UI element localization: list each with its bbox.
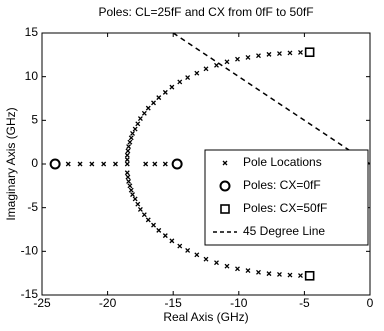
pole-marker bbox=[156, 95, 162, 101]
pole-marker bbox=[132, 196, 138, 202]
pole-marker bbox=[124, 161, 130, 167]
pole-marker bbox=[162, 161, 168, 167]
x-tick-label: -15 bbox=[165, 296, 183, 310]
pole-marker bbox=[151, 222, 156, 228]
legend-label: Poles: CX=0fF bbox=[243, 178, 321, 192]
pole-marker bbox=[89, 161, 95, 167]
pole-marker bbox=[124, 157, 130, 163]
x-axis-label: Real Axis (GHz) bbox=[163, 310, 248, 324]
pole-marker bbox=[224, 59, 230, 65]
legend-label: Pole Locations bbox=[243, 155, 322, 169]
pole-marker bbox=[235, 56, 240, 62]
pole-marker bbox=[277, 272, 282, 277]
x-tick-label: -10 bbox=[230, 296, 248, 310]
pole-marker bbox=[169, 238, 175, 244]
x-tick-label: 0 bbox=[367, 296, 374, 310]
pole-marker bbox=[135, 201, 141, 207]
pole-marker bbox=[214, 62, 219, 68]
chart-title: Poles: CL=25fF and CX from 0fF to 50fF bbox=[98, 5, 313, 19]
pole-marker bbox=[126, 179, 132, 184]
pole-marker bbox=[156, 227, 162, 233]
x-tick-label: -5 bbox=[299, 296, 310, 310]
legend-label: Poles: CX=50fF bbox=[243, 201, 327, 215]
pole-marker bbox=[214, 260, 219, 266]
pole-marker bbox=[130, 130, 135, 136]
pole-marker bbox=[126, 144, 132, 149]
pole-marker bbox=[137, 206, 143, 212]
pole-marker bbox=[127, 183, 133, 189]
pole-marker bbox=[152, 161, 158, 167]
pole-marker bbox=[177, 79, 183, 85]
pole-marker bbox=[132, 126, 138, 132]
x-tick-label: -20 bbox=[99, 296, 117, 310]
pole-marker bbox=[185, 248, 191, 253]
pole-marker bbox=[245, 54, 251, 60]
pole-marker bbox=[266, 51, 272, 57]
y-tick-label: 15 bbox=[25, 25, 39, 39]
pole-marker bbox=[287, 272, 293, 278]
pole-marker bbox=[143, 161, 149, 167]
pole-marker bbox=[304, 47, 315, 58]
pole-marker bbox=[125, 148, 131, 154]
legend-box bbox=[204, 149, 369, 246]
pole-marker bbox=[135, 121, 141, 127]
pole-marker bbox=[304, 270, 315, 281]
pole-marker bbox=[235, 266, 240, 272]
pole-marker bbox=[141, 110, 147, 116]
pole-marker bbox=[101, 161, 107, 167]
pole-marker bbox=[185, 75, 191, 80]
pole-marker bbox=[287, 50, 293, 56]
pole-marker bbox=[130, 192, 135, 198]
pole-marker bbox=[203, 66, 209, 72]
pole-marker bbox=[128, 187, 134, 193]
pole-marker bbox=[298, 50, 303, 55]
x-tick-label: -25 bbox=[33, 296, 51, 310]
y-axis-label: Imaginary Axis (GHz) bbox=[4, 107, 18, 220]
pole-marker bbox=[162, 233, 168, 239]
pole-marker bbox=[65, 161, 71, 167]
pole-marker bbox=[298, 273, 303, 278]
y-tick-label: -5 bbox=[27, 200, 38, 214]
pole-marker bbox=[124, 170, 130, 176]
pole-marker bbox=[145, 105, 151, 111]
pole-marker bbox=[194, 252, 200, 258]
pole-marker bbox=[177, 243, 183, 249]
pole-marker bbox=[128, 135, 134, 141]
pole-marker bbox=[49, 158, 61, 170]
pole-marker bbox=[124, 152, 130, 158]
pole-marker bbox=[141, 212, 147, 218]
legend-marker bbox=[220, 204, 230, 214]
legend-label: 45 Degree Line bbox=[243, 224, 325, 238]
pole-marker bbox=[151, 100, 156, 106]
y-tick-label: 0 bbox=[31, 156, 38, 170]
pole-marker bbox=[145, 217, 151, 223]
pole-marker bbox=[256, 269, 261, 275]
pole-marker bbox=[125, 174, 131, 180]
pole-marker bbox=[137, 116, 143, 122]
pole-marker bbox=[224, 263, 230, 269]
y-tick-label: 5 bbox=[31, 113, 38, 127]
pole-marker bbox=[113, 161, 118, 167]
y-tick-label: 10 bbox=[25, 69, 39, 83]
pole-marker bbox=[77, 161, 83, 167]
pole-marker bbox=[171, 158, 183, 170]
pole-marker bbox=[162, 89, 168, 95]
pole-marker bbox=[127, 139, 133, 145]
y-tick-label: -10 bbox=[21, 244, 39, 258]
pole-marker bbox=[203, 256, 209, 262]
legend-marker bbox=[219, 180, 231, 192]
pole-marker bbox=[256, 53, 261, 59]
y-tick-label: -15 bbox=[21, 287, 39, 301]
pole-marker bbox=[194, 70, 200, 76]
legend-marker bbox=[222, 160, 228, 166]
reference-line bbox=[172, 32, 371, 165]
pole-marker bbox=[266, 271, 272, 277]
pole-marker bbox=[245, 268, 251, 274]
pole-marker bbox=[169, 84, 175, 90]
pole-marker bbox=[277, 51, 282, 56]
